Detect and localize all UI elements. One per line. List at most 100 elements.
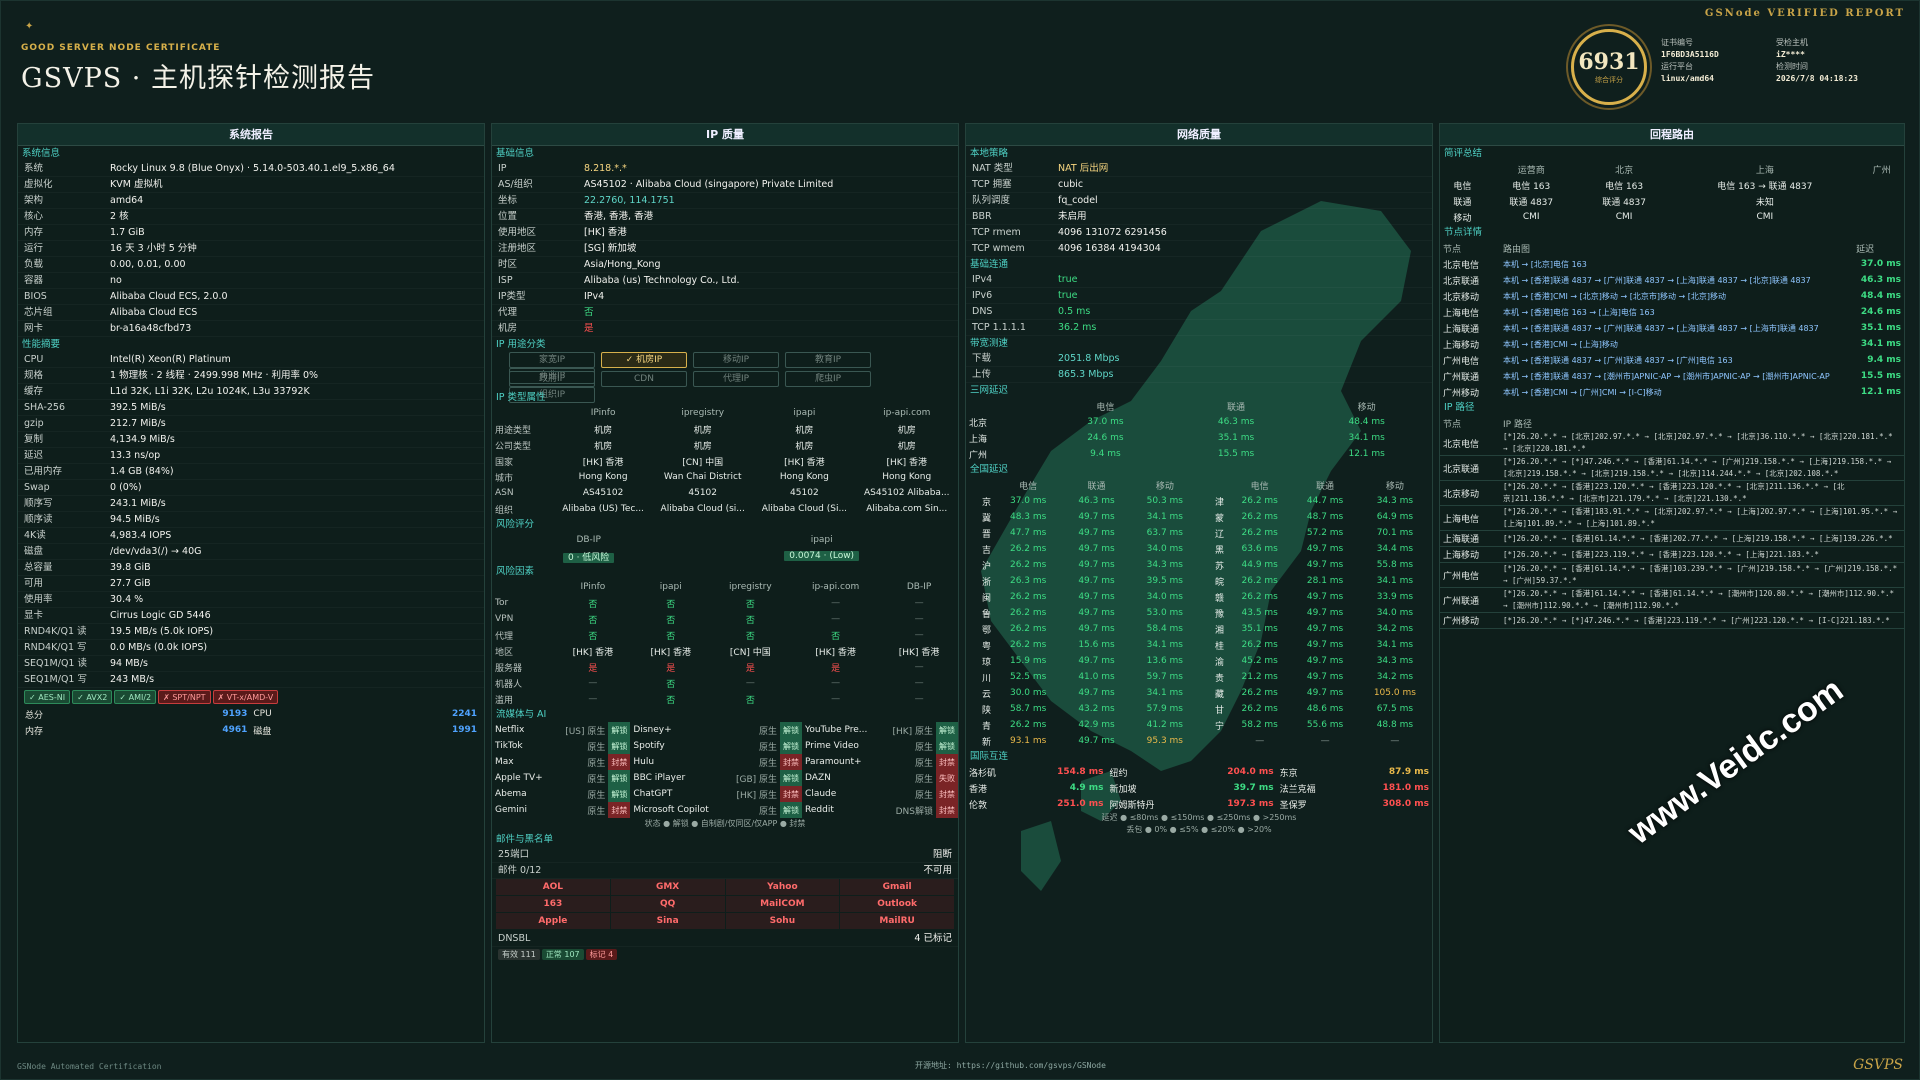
latency-legend: 延迟 ● ≤80ms ● ≤150ms ● ≤250ms ● >250ms (1101, 813, 1297, 822)
risk-factor-cell: — (588, 694, 598, 704)
risk-factor-cell: 否 (745, 615, 755, 626)
route-summary-cell: 联通 4837 (1509, 197, 1554, 208)
mail-provider-chip: Sohu (725, 913, 840, 929)
national-latency-left-cell: 41.0 ms (1078, 672, 1115, 682)
sys-info-label: 内存 (24, 227, 44, 238)
perf-row: Swap 0 (0%) (18, 480, 484, 496)
intl-latency-cell: 87.9 ms (1388, 767, 1429, 777)
national-latency-left-row: 新 93.1 ms 49.7 ms 95.3 ms (966, 733, 1199, 749)
intl-latency-cell: 新加坡 (1109, 784, 1137, 795)
mail-label: 邮件 0/12 (498, 865, 542, 876)
national-latency-left-cell: 34.3 ms (1146, 560, 1183, 570)
perf-value: 19.5 MB/s (5.0k IOPS) (110, 626, 214, 637)
risk-factor-cell: — (831, 678, 841, 688)
national-latency-right-row: 津 26.2 ms 44.7 ms 34.3 ms (1199, 493, 1432, 509)
risk-factor-cell: 否 (666, 599, 676, 610)
intl-heading: 国际互连 (970, 751, 1009, 762)
ip-usage-chip: 组织IP (509, 387, 595, 403)
three-net-row: 上海 24.6 ms 35.1 ms 34.1 ms (966, 430, 1432, 446)
route-summary-header: 运营商 (1517, 165, 1545, 176)
sys-info-value: 2 核 (110, 211, 129, 222)
risk-factor-cell: [HK] 香港 (815, 647, 856, 658)
score-label: 综合评分 (1595, 76, 1623, 84)
route-node-path: 本机 → [香港]联通 4837 → [潮州市]APNIC-AP → [潮州市]… (1503, 371, 1830, 381)
footer-left: GSNode Automated Certification (17, 1062, 162, 1071)
stream-cell: Gemini (495, 805, 527, 815)
risk-factor-row: 代理 否 否 否 否 — (492, 627, 958, 643)
national-latency-right-cell: 26.2 ms (1241, 688, 1278, 698)
route-node-name: 北京移动 (1443, 292, 1480, 303)
ip-basic-row: 代理 否 (492, 305, 958, 321)
sys-info-label: 运行 (24, 243, 44, 254)
national-latency-right-cell: 26.2 ms (1241, 512, 1278, 522)
route-summary-heading: 简评总结 (1444, 148, 1483, 159)
national-latency-right-cell: — (1255, 736, 1265, 746)
ip-path-hops: [*]26.20.*.* → [香港]61.14.*.* → [香港]103.2… (1503, 564, 1898, 585)
net-local-value: fq_codel (1058, 195, 1098, 206)
national-latency-right-cell: 26.2 ms (1241, 496, 1278, 506)
ip-attr-heading: IP 类型属性 (496, 392, 546, 403)
meta-key: 受检主机 (1776, 38, 1808, 47)
risk-factor-cell: 否 (588, 599, 598, 610)
sys-info-label: 系统 (24, 163, 44, 174)
risk-factor-cell: — (914, 694, 924, 704)
route-summary-header (1440, 161, 1485, 177)
national-latency-left-header: 联通 (1087, 481, 1106, 492)
mail-provider-chip: 163 (496, 896, 610, 912)
ip-attr-cell: Hong Kong (779, 472, 829, 482)
national-latency-right-cell: 26.2 ms (1241, 640, 1278, 650)
national-latency-left-cell: 粤 (981, 641, 991, 652)
risk-factor-cell: — (745, 678, 755, 688)
ip-attr-header: ip-api.com (883, 408, 931, 418)
national-latency-right-cell: 34.1 ms (1376, 640, 1414, 650)
ip-path-hops: [*]26.20.*.* → [*]47.246.*.* → [香港]61.14… (1503, 457, 1892, 478)
national-latency-left-cell: 37.0 ms (1009, 496, 1047, 506)
risk-factor-cell: Tor (495, 598, 509, 608)
national-latency-right-cell: 105.0 ms (1373, 688, 1416, 698)
national-latency-right-cell: 70.1 ms (1376, 528, 1414, 538)
mail-provider-chip: Apple (496, 913, 610, 929)
perf-value: 94 MB/s (110, 658, 148, 669)
national-latency-right-row: 皖 26.2 ms 28.1 ms 34.1 ms (1199, 573, 1432, 589)
stream-cell: Prime Video (805, 741, 859, 751)
stream-cell: 封禁 (936, 754, 958, 770)
stream-cell: 原生 (914, 790, 933, 801)
three-net-row: 广州 9.4 ms 15.5 ms 12.1 ms (966, 446, 1432, 462)
national-latency-right-cell: 49.7 ms (1306, 560, 1344, 570)
cpu-flag-badge: ✓ AVX2 (72, 690, 113, 704)
net-local-value: 4096 131072 6291456 (1058, 227, 1167, 238)
national-latency-left-cell: 26.2 ms (1009, 544, 1047, 554)
national-latency-right-cell: 渝 (1214, 657, 1224, 668)
stream-row: TikTok 原生 解锁 Spotify 原生 解锁 Prime Video 原生 解锁 (492, 738, 958, 754)
national-latency-left-row: 冀 48.3 ms 49.7 ms 34.1 ms (966, 509, 1199, 525)
sys-info-value: no (110, 275, 122, 286)
sys-info-label: 架构 (24, 195, 44, 206)
route-node-header: 路由图 (1503, 244, 1531, 255)
footer-source-link[interactable]: 开源地址: https://github.com/gsvps/GSNode (915, 1061, 1106, 1070)
risk-factor-cell: 否 (745, 599, 755, 610)
perf-label: 已用内存 (24, 466, 63, 477)
net-local-row: BBR 未启用 (966, 209, 1432, 225)
loss-legend: 丢包 ● 0% ● ≤5% ● ≤20% ● >20% (1126, 825, 1272, 834)
perf-row: SHA-256 392.5 MiB/s (18, 400, 484, 416)
stream-row: Apple TV+ 原生 解锁 BBC iPlayer [GB] 原生 解锁 DAZN 原生失… (492, 770, 958, 786)
risk-factor-cell: [HK] 香港 (572, 647, 614, 658)
risk-tag: 0 · 低风险 (563, 552, 615, 563)
route-node-name: 北京联通 (1443, 276, 1480, 287)
system-report-title: 系统报告 (18, 124, 484, 146)
national-latency-right-cell: 63.6 ms (1241, 544, 1278, 554)
stream-cell: 封禁 (780, 786, 803, 802)
risk-factor-cell: — (831, 614, 841, 624)
perf-label: gzip (24, 418, 44, 429)
national-latency-left-cell: 浙 (981, 577, 991, 588)
network-quality-title: 网络质量 (966, 124, 1432, 146)
route-summary-cell: 电信 (1453, 181, 1472, 192)
national-latency-left-row: 云 30.0 ms 49.7 ms 34.1 ms (966, 685, 1199, 701)
ip-basic-row: AS/组织 AS45102 · Alibaba Cloud (singapore)… (492, 177, 958, 193)
net-conn-row: TCP 1.1.1.1 36.2 ms (966, 320, 1432, 336)
national-latency-right-row: 桂 26.2 ms 49.7 ms 34.1 ms (1199, 637, 1432, 653)
route-summary-cell: CMI (1615, 212, 1633, 222)
stream-cell: Abema (495, 789, 527, 799)
ip-basic-value: 是 (584, 323, 594, 334)
net-local-row: TCP rmem 4096 131072 6291456 (966, 225, 1432, 241)
